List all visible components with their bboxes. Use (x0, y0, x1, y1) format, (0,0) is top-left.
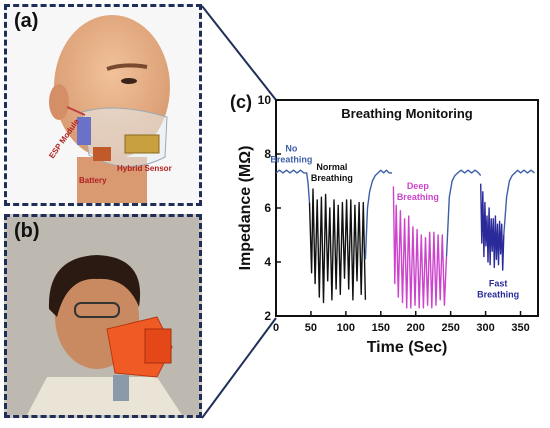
panel-a-illustration: (a) ESP Module Battery Hybrid Sensor (4, 4, 202, 206)
x-tick-label: 150 (372, 322, 390, 334)
y-tick-label: 10 (258, 93, 272, 107)
breathing-chart: (c) 0 50 100 150 200 250 300 350 2 4 6 8 10 Breathing … (228, 86, 550, 428)
series-line-1 (308, 188, 367, 304)
annotation-2: Deep Breathing (397, 181, 439, 202)
hanging-module (113, 375, 129, 401)
annotation-3: Fast Breathing (477, 278, 519, 299)
eye-shape (121, 78, 137, 84)
x-axis-label: Time (Sec) (367, 339, 448, 356)
panel-b-label: (b) (14, 220, 40, 242)
series-line-5 (480, 183, 505, 271)
x-tick-label: 50 (305, 322, 317, 334)
ear-shape (49, 84, 69, 120)
panel-a-label: (a) (14, 10, 39, 32)
annotation-line: Breathing (397, 192, 439, 202)
annotation-line: Fast (489, 278, 508, 288)
y-tick-label: 6 (264, 201, 271, 215)
annotation-line: Breathing (477, 289, 519, 299)
glasses-shape (74, 302, 120, 318)
battery-block (93, 147, 111, 161)
x-tick-label: 200 (407, 322, 425, 334)
annotation-line: Breathing (311, 173, 353, 183)
mask-strap (66, 106, 86, 116)
series-line-4 (445, 169, 482, 257)
x-tick-label: 350 (511, 322, 529, 334)
series-line-2 (364, 169, 392, 260)
shirt-shape (27, 377, 182, 415)
battery-text: Battery (79, 176, 107, 185)
series-line-3 (392, 186, 448, 309)
head-illustration: ESP Module Battery Hybrid Sensor (47, 15, 172, 203)
annotation-0: No Breathing (270, 143, 312, 164)
x-tick-label: 100 (337, 322, 355, 334)
y-tick-label: 4 (264, 255, 271, 269)
hybrid-sensor-text: Hybrid Sensor (117, 164, 172, 173)
annotation-1: Normal Breathing (311, 162, 353, 183)
annotation-line: No (285, 143, 297, 153)
x-tick-label: 250 (441, 322, 459, 334)
mask-box-shape (144, 328, 172, 364)
panel-b-photo: (b) (4, 214, 202, 418)
y-tick-label: 8 (264, 147, 271, 161)
y-axis-label: Impedance (MΩ) (237, 146, 254, 271)
hair-shape (48, 255, 141, 317)
chart-title: Breathing Monitoring (341, 106, 472, 121)
series-line-6 (503, 169, 535, 236)
chart-svg: (c) 0 50 100 150 200 250 300 350 2 4 6 8 10 Breathing … (230, 92, 539, 356)
series-line-0 (275, 169, 311, 203)
annotation-line: Normal (316, 162, 347, 172)
hybrid-sensor-block (124, 134, 160, 154)
annotation-line: Breathing (270, 154, 312, 164)
annotation-line: Deep (407, 181, 430, 191)
eyebrow-shape (106, 63, 148, 71)
y-tick-label: 2 (264, 309, 271, 323)
x-tick-label: 300 (476, 322, 494, 334)
neck-shape (77, 157, 147, 203)
person-photo (7, 217, 199, 415)
esp-module-block (77, 117, 91, 145)
panel-c-label: (c) (230, 92, 252, 112)
x-tick-label: 0 (273, 322, 279, 334)
